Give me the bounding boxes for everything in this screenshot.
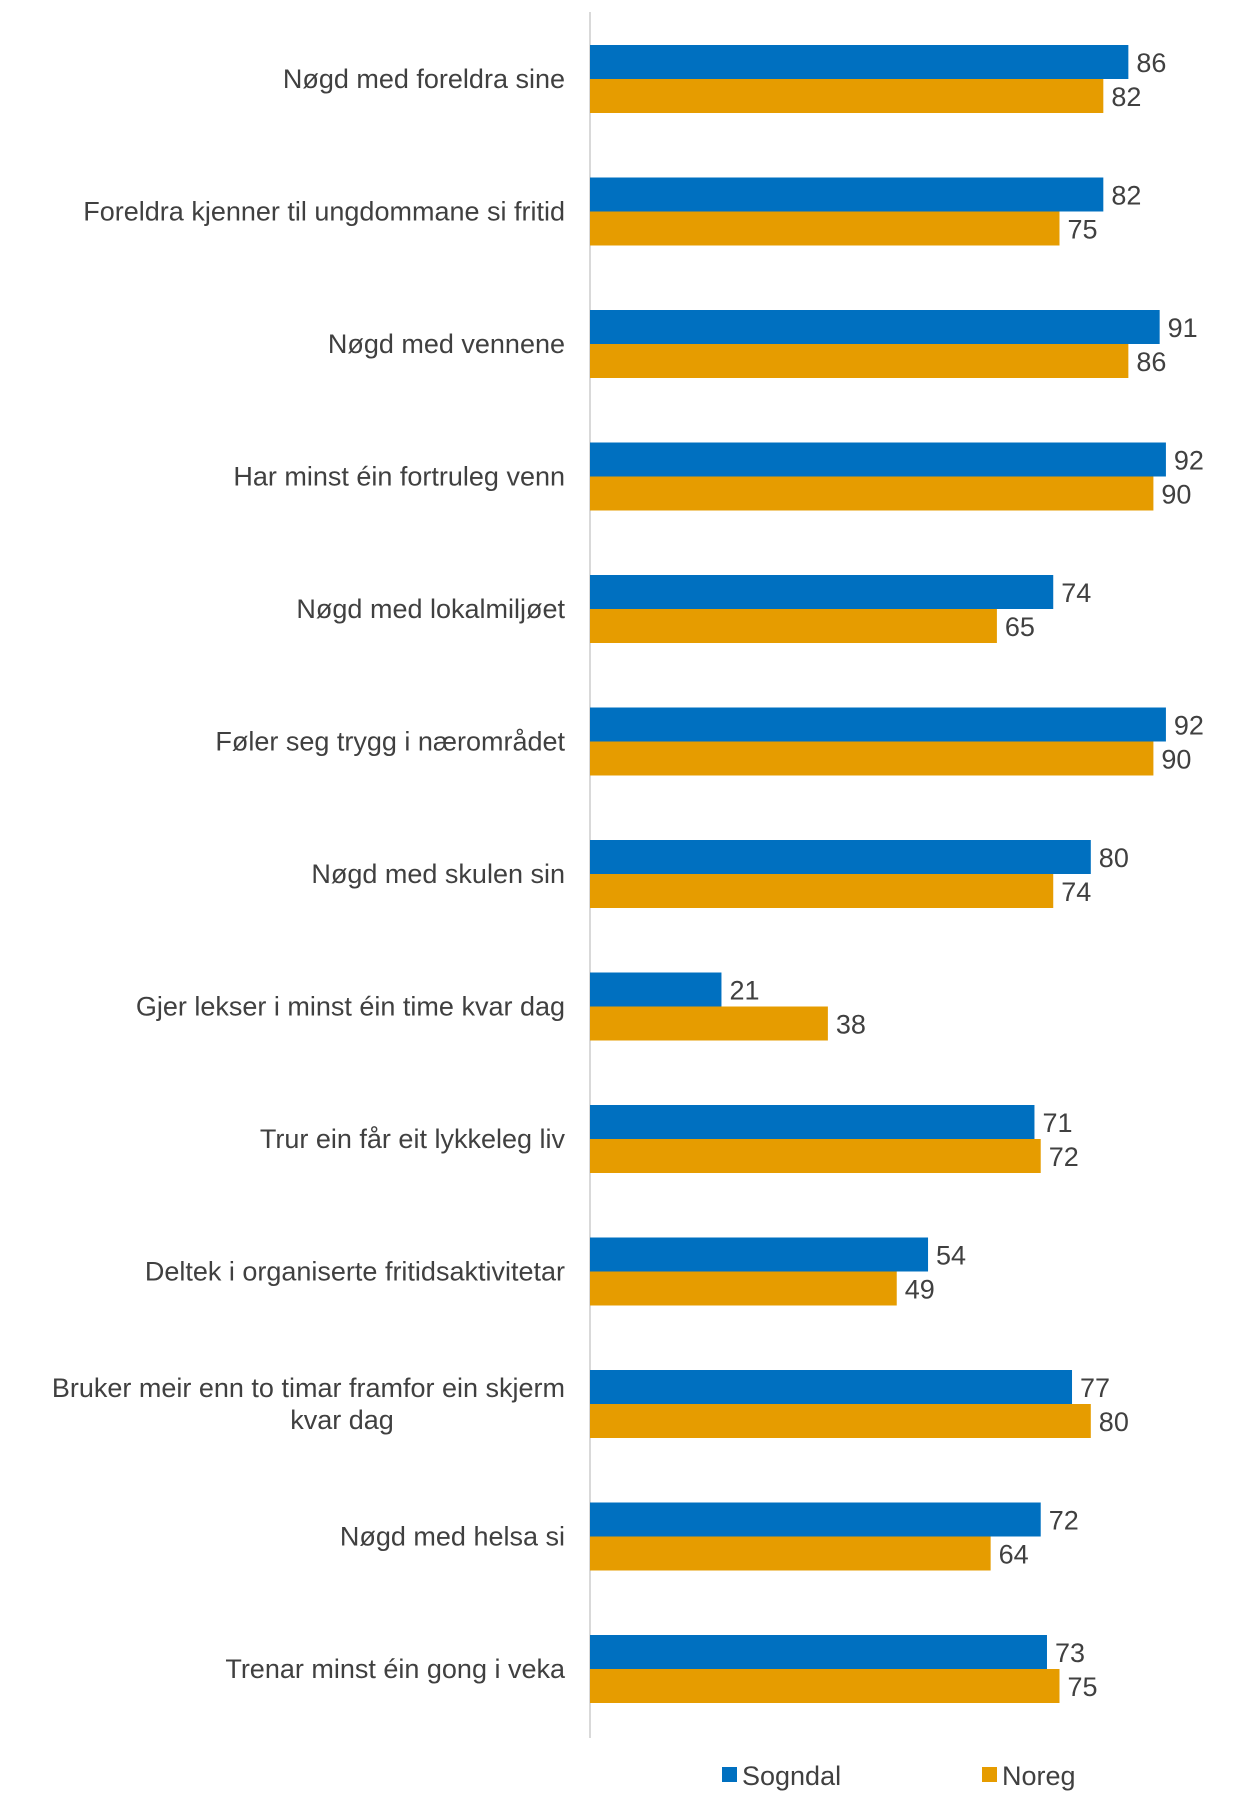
value-label: 86 xyxy=(1136,48,1166,78)
value-label: 21 xyxy=(729,976,759,1006)
value-label: 90 xyxy=(1161,745,1191,775)
bar-sogndal xyxy=(590,1635,1047,1669)
value-label: 74 xyxy=(1061,877,1091,907)
bar-sogndal xyxy=(590,575,1054,609)
category-label: Foreldra kjenner til ungdommane si friti… xyxy=(83,197,565,227)
value-label: 65 xyxy=(1005,612,1035,642)
bar-sogndal xyxy=(590,840,1091,874)
bar-noreg xyxy=(590,609,997,643)
category-label: Nøgd med helsa si xyxy=(340,1522,565,1552)
value-label: 72 xyxy=(1049,1142,1079,1172)
value-label: 82 xyxy=(1111,82,1141,112)
value-label: 86 xyxy=(1136,347,1166,377)
category-label: Nøgd med vennene xyxy=(328,329,565,359)
category-label: Nøgd med lokalmiljøet xyxy=(296,594,565,624)
bar-noreg xyxy=(590,344,1129,378)
bar-sogndal xyxy=(590,1502,1041,1537)
value-label: 74 xyxy=(1061,578,1091,608)
value-label: 75 xyxy=(1068,1672,1098,1702)
value-label: 80 xyxy=(1099,843,1129,873)
bar-noreg xyxy=(590,1139,1041,1173)
bar-sogndal xyxy=(590,310,1160,344)
bar-sogndal xyxy=(590,45,1129,79)
bar-noreg xyxy=(590,1669,1060,1703)
value-label: 75 xyxy=(1068,215,1098,245)
category-label: Trur ein får eit lykkeleg liv xyxy=(260,1124,566,1154)
value-label: 54 xyxy=(936,1241,966,1271)
value-label: 49 xyxy=(905,1275,935,1305)
bar-noreg xyxy=(590,1536,991,1571)
legend-swatch-noreg xyxy=(982,1767,997,1782)
value-label: 77 xyxy=(1080,1373,1110,1403)
bar-noreg xyxy=(590,741,1154,776)
plot-area: Nøgd med foreldra sine 86 82 Foreldra kjenn… xyxy=(52,12,1204,1738)
value-label: 91 xyxy=(1168,313,1198,343)
bar-noreg xyxy=(590,476,1154,511)
legend-swatch-sogndal xyxy=(722,1767,737,1782)
legend-label-sogndal: Sogndal xyxy=(742,1761,841,1791)
category-label: Nøgd med foreldra sine xyxy=(283,64,565,94)
value-label: 72 xyxy=(1049,1506,1079,1536)
bar-sogndal xyxy=(590,1105,1035,1139)
bar-sogndal xyxy=(590,1237,929,1272)
value-label: 38 xyxy=(836,1010,866,1040)
bar-sogndal xyxy=(590,442,1166,477)
bar-sogndal xyxy=(590,972,722,1007)
value-label: 64 xyxy=(999,1540,1029,1570)
bar-noreg xyxy=(590,211,1060,246)
value-label: 73 xyxy=(1055,1638,1085,1668)
value-label: 92 xyxy=(1174,446,1204,476)
value-label: 92 xyxy=(1174,711,1204,741)
category-label: Trenar minst éin gong i veka xyxy=(225,1654,566,1684)
category-label: Gjer lekser i minst éin time kvar dag xyxy=(136,992,565,1022)
category-label: Nøgd med skulen sin xyxy=(311,859,565,889)
category-label: Har minst éin fortruleg venn xyxy=(233,462,565,492)
bar-noreg xyxy=(590,1404,1091,1438)
legend: Sogndal Noreg xyxy=(722,1761,1076,1791)
bar-noreg xyxy=(590,79,1104,113)
value-label: 90 xyxy=(1161,480,1191,510)
category-label: Bruker meir enn to timar framfor ein skj… xyxy=(52,1373,565,1435)
bar-sogndal xyxy=(590,177,1104,212)
value-label: 80 xyxy=(1099,1407,1129,1437)
bar-noreg xyxy=(590,1006,828,1041)
bar-sogndal xyxy=(590,707,1166,742)
bar-noreg xyxy=(590,1271,897,1306)
legend-label-noreg: Noreg xyxy=(1002,1761,1076,1791)
category-label: Deltek i organiserte fritidsaktivitetar xyxy=(145,1257,565,1287)
bar-sogndal xyxy=(590,1370,1073,1404)
category-label: Føler seg trygg i nærområdet xyxy=(215,727,565,757)
value-label: 71 xyxy=(1042,1108,1072,1138)
value-label: 82 xyxy=(1111,181,1141,211)
bar-noreg xyxy=(590,874,1054,908)
